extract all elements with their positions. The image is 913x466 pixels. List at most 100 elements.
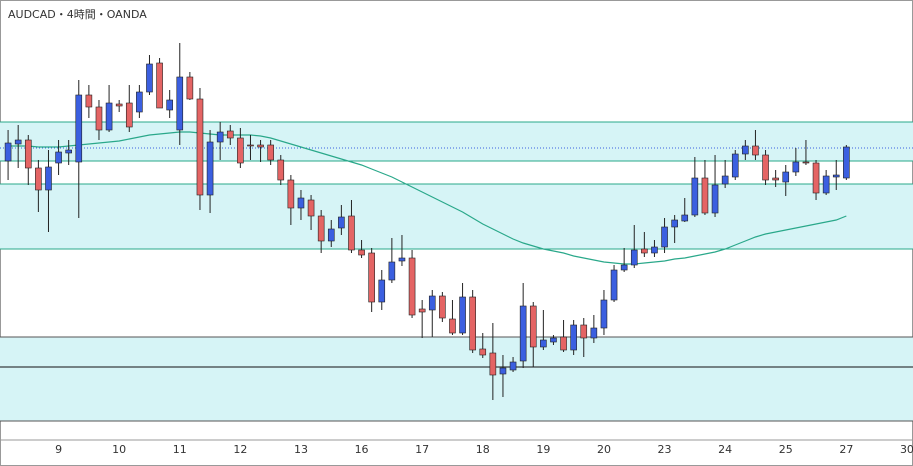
candle-body — [499, 367, 507, 375]
candle-body — [762, 154, 769, 181]
candle-body — [641, 248, 648, 254]
candle-body — [317, 215, 325, 242]
candle-body — [449, 318, 456, 334]
candle-body — [408, 257, 416, 316]
candle-body — [368, 252, 375, 303]
candle-body — [186, 76, 194, 100]
candle-body — [509, 361, 517, 371]
candle-body — [398, 257, 406, 262]
moving-average — [8, 131, 847, 265]
x-tick-label: 23 — [658, 443, 672, 456]
candle-body — [590, 327, 598, 339]
zone-band — [0, 122, 913, 161]
candle-body — [600, 299, 608, 329]
candle-body — [348, 215, 355, 251]
candle-body — [681, 214, 689, 222]
candle-body — [479, 348, 487, 356]
candle-body — [115, 103, 123, 107]
candle-body — [35, 167, 42, 191]
x-tick-label: 17 — [415, 443, 429, 456]
x-tick-label: 13 — [294, 443, 308, 456]
candle-body — [277, 159, 285, 181]
candle-body — [338, 216, 345, 229]
candle-body — [822, 175, 830, 194]
candle-body — [691, 177, 699, 216]
candle-body — [216, 131, 224, 143]
zone-band — [0, 337, 913, 367]
candle-body — [560, 336, 567, 351]
candle-body — [24, 139, 32, 169]
zone-band — [0, 367, 913, 421]
candle-body — [176, 76, 184, 131]
candle-body — [125, 102, 133, 128]
candle-body — [65, 149, 72, 154]
candle-body — [297, 197, 305, 209]
candle-body — [792, 161, 800, 173]
candle-body — [671, 219, 678, 228]
candle-body — [75, 94, 83, 163]
candle-body — [428, 295, 436, 311]
x-tick-label: 16 — [355, 443, 369, 456]
candle-body — [206, 141, 214, 196]
candle-body — [85, 94, 93, 108]
candle-body — [459, 296, 466, 334]
candle-body — [721, 175, 729, 185]
chart-title: AUDCAD・4時間・OANDA — [8, 8, 147, 21]
candle-body — [156, 62, 163, 109]
x-tick-label: 18 — [476, 443, 490, 456]
candle-body — [287, 179, 295, 209]
x-tick-label: 19 — [536, 443, 550, 456]
candle-body — [196, 98, 204, 196]
x-tick-label: 9 — [55, 443, 62, 456]
candle-body — [580, 324, 588, 339]
candle-body — [378, 279, 386, 303]
candle-body — [832, 174, 840, 178]
candle-body — [752, 145, 759, 156]
candle-body — [661, 226, 668, 248]
candle-body — [388, 261, 396, 281]
candle-body — [711, 184, 719, 214]
candle-body — [247, 144, 254, 147]
candle-body — [257, 144, 264, 148]
candle-body — [237, 137, 244, 164]
candle-body — [307, 199, 315, 217]
zone-band — [0, 184, 913, 249]
candle-body — [630, 249, 638, 266]
candle-body — [701, 177, 709, 214]
candle-body — [570, 324, 577, 351]
candle-body — [267, 144, 274, 161]
candle-body — [782, 171, 790, 183]
candle-body — [14, 139, 22, 145]
x-tick-label: 10 — [112, 443, 126, 456]
candle-body — [772, 177, 779, 181]
candle-body — [55, 151, 62, 164]
candle-body — [742, 145, 749, 155]
candle-body — [358, 249, 365, 256]
candle-body — [45, 166, 52, 191]
x-tick-label: 24 — [718, 443, 732, 456]
candle-body — [550, 337, 557, 343]
candle-body — [4, 142, 12, 162]
x-tick-label: 11 — [173, 443, 187, 456]
candle-body — [529, 305, 537, 348]
candle-body — [802, 161, 810, 164]
candle-body — [540, 339, 547, 348]
candle-body — [610, 269, 618, 301]
candle-body — [146, 63, 153, 93]
x-tick-label: 25 — [779, 443, 793, 456]
x-tick-label: 20 — [597, 443, 611, 456]
candle-body — [731, 153, 739, 178]
candle-body — [166, 99, 173, 111]
candle-body — [651, 246, 658, 254]
candle-body — [418, 308, 426, 313]
candle-body — [812, 162, 820, 194]
candle-body — [620, 264, 628, 271]
candle-body — [95, 106, 103, 131]
x-tick-label: 27 — [839, 443, 853, 456]
x-tick-label: 12 — [233, 443, 247, 456]
candle-body — [105, 102, 113, 131]
candle-body — [469, 296, 476, 351]
x-tick-label: 30 — [900, 443, 913, 456]
candle-body — [439, 295, 446, 319]
